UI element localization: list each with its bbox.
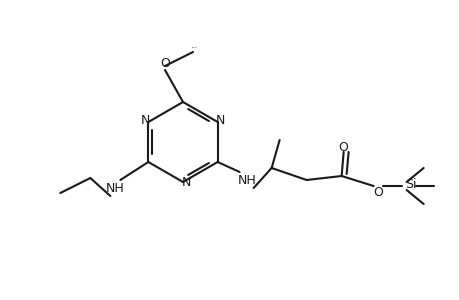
Text: N: N bbox=[140, 113, 150, 127]
Text: O: O bbox=[373, 187, 383, 200]
Text: NH: NH bbox=[106, 182, 124, 194]
Text: O: O bbox=[160, 56, 169, 70]
Text: O: O bbox=[338, 140, 348, 154]
Text: NH: NH bbox=[237, 173, 256, 187]
Text: methoxy: methoxy bbox=[191, 46, 198, 48]
Text: Si: Si bbox=[404, 178, 415, 191]
Text: N: N bbox=[215, 113, 225, 127]
Text: N: N bbox=[181, 176, 190, 190]
